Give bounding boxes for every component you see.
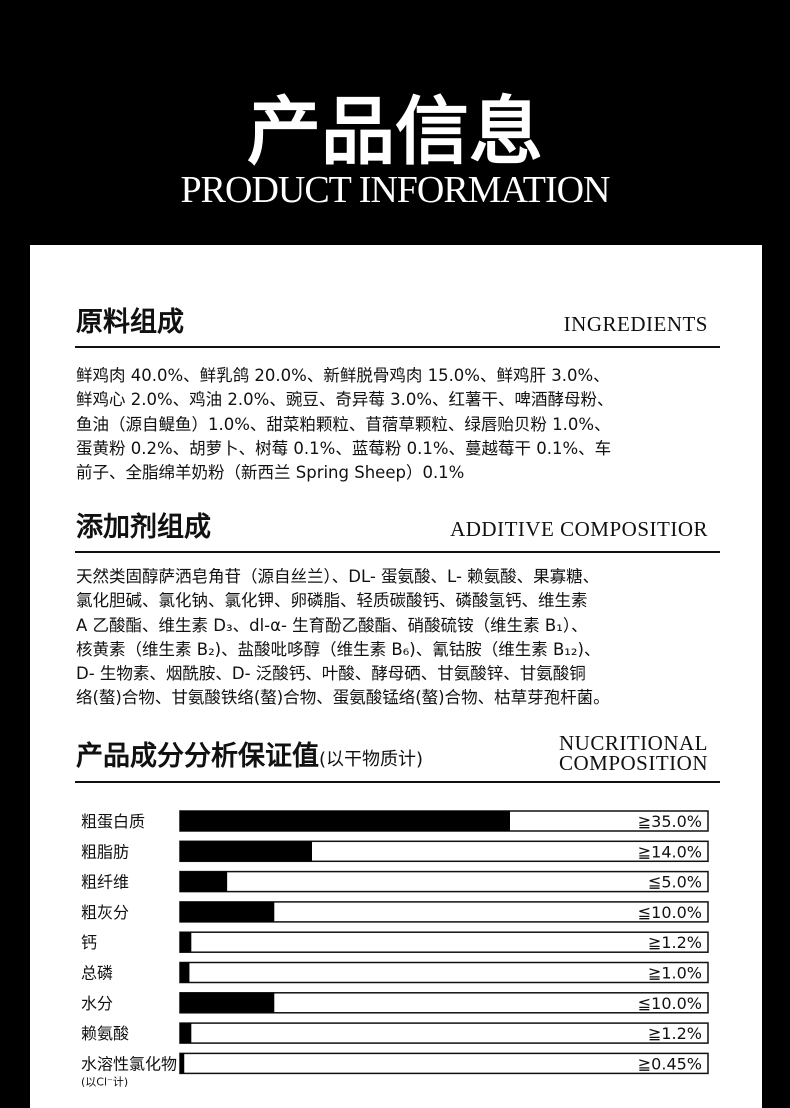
category-label: 粗蛋白质 <box>81 812 145 831</box>
bar-frame <box>179 1052 709 1075</box>
bar <box>180 992 275 1013</box>
bar-frame <box>179 961 709 984</box>
section-title: 产品成分分析保证值(以干物质计) <box>76 734 423 773</box>
bar <box>180 932 192 953</box>
category-label: 水溶性氯化物 <box>81 1054 177 1073</box>
section-title: 添加剂组成 <box>76 512 211 543</box>
value-label: ≧1.2% <box>648 933 702 952</box>
category-label: 粗脂肪 <box>81 842 129 861</box>
value-label: ≦10.0% <box>638 994 702 1013</box>
category-label: 粗纤维 <box>81 873 129 892</box>
value-label: ≧35.0% <box>638 812 702 831</box>
bar <box>180 1023 192 1044</box>
text-line: D- 生物素、烟酰胺、D- 泛酸钙、叶酸、酵母硒、甘氨酸锌、甘氨酸铜 <box>76 664 586 684</box>
text-line: 鲜鸡心 2.0%、鸡油 2.0%、豌豆、奇异莓 3.0%、红薯干、啤酒酵母粉、 <box>76 390 614 410</box>
value-label: ≧0.45% <box>638 1054 702 1073</box>
text-line: 络(螯)合物、甘氨酸铁络(螯)合物、蛋氨酸锰络(螯)合物、枯草芽孢杆菌。 <box>76 688 610 708</box>
bar <box>180 841 312 862</box>
value-label: ≧1.0% <box>648 964 702 983</box>
section-title: 原料组成 <box>76 307 184 338</box>
text-line: 前子、全脂绵羊奶粉（新西兰 Spring Sheep）0.1% <box>76 463 465 483</box>
value-label: ≦5.0% <box>648 873 702 892</box>
divider <box>75 551 720 553</box>
value-label: ≧1.2% <box>648 1024 702 1043</box>
section-title-en: INGREDIENTS <box>563 312 708 336</box>
bar-frame <box>179 1022 709 1044</box>
category-label: 钙 <box>81 933 97 952</box>
bar <box>180 811 510 831</box>
text-line: 鲜鸡肉 40.0%、鲜乳鸽 20.0%、新鲜脱骨鸡肉 15.0%、鲜鸡肝 3.0… <box>76 366 610 385</box>
text-line: 天然类固醇萨洒皂角苷（源自丝兰）、DL- 蛋氨酸、L- 赖氨酸、果寡糖、 <box>76 567 600 586</box>
section-title-en: NUCRITIONAL COMPOSITION <box>558 731 708 775</box>
ingredients-text: 鲜鸡肉 40.0%、鲜乳鸽 20.0%、新鲜脱骨鸡肉 15.0%、鲜鸡肝 3.0… <box>76 364 726 485</box>
category-label: 粗灰分 <box>81 903 129 922</box>
text-line: 蛋黄粉 0.2%、胡萝卜、树莓 0.1%、蓝莓粉 0.1%、蔓越莓干 0.1%、… <box>76 438 612 458</box>
title-en-line: COMPOSITION <box>558 751 708 775</box>
text-line: A 乙酸酯、维生素 D₃、dl-α- 生育酚乙酸酯、硝酸硫铵（维生素 B₁）、 <box>76 615 588 635</box>
section-title-en: ADDITIVE COMPOSITIOR <box>450 517 708 541</box>
text-line: 核黄素（维生素 B₂)、盐酸吡哆醇（维生素 B₆)、氰钴胺（维生素 B₁₂)、 <box>76 639 601 659</box>
page-title: 产品信息 <box>247 92 543 174</box>
category-label: 赖氨酸 <box>81 1024 129 1043</box>
bar <box>180 901 275 922</box>
value-label: ≦10.0% <box>638 903 702 922</box>
section-title-text: 产品成分分析保证值 <box>76 741 319 772</box>
additives-text: 天然类固醇萨洒皂角苷（源自丝兰）、DL- 蛋氨酸、L- 赖氨酸、果寡糖、 氯化胆碱… <box>76 565 726 711</box>
bar <box>180 962 190 983</box>
value-label: ≧14.0% <box>638 842 702 861</box>
divider <box>75 781 720 783</box>
title-en-line: NUCRITIONAL <box>559 731 708 755</box>
bar-frame <box>179 931 709 953</box>
section-note: (以干物质计) <box>319 749 424 770</box>
bar <box>180 871 228 892</box>
text-line: 氯化胆碱、氯化钠、氯化钾、卵磷脂、轻质碳酸钙、磷酸氢钙、维生素 <box>76 591 588 611</box>
nutrition-chart: 粗蛋白质 ≧35.0% 粗脂肪 ≧14.0% 粗纤维 ≦5.0% 粗灰分 ≦10.0% 钙 ≧1.… <box>81 810 709 1088</box>
bar <box>180 1053 185 1074</box>
page-subtitle: PRODUCT INFORMATION <box>180 169 611 211</box>
bar-frame <box>179 870 709 893</box>
category-label: 总磷 <box>81 964 113 983</box>
text-line: 鱼油（源自鳀鱼）1.0%、甜菜粕颗粒、苜蓿草颗粒、绿唇贻贝粉 1.0%、 <box>76 414 611 434</box>
category-label: 水分 <box>81 994 113 1013</box>
divider <box>75 346 720 348</box>
category-note: (以Cl⁻计) <box>81 1075 128 1088</box>
